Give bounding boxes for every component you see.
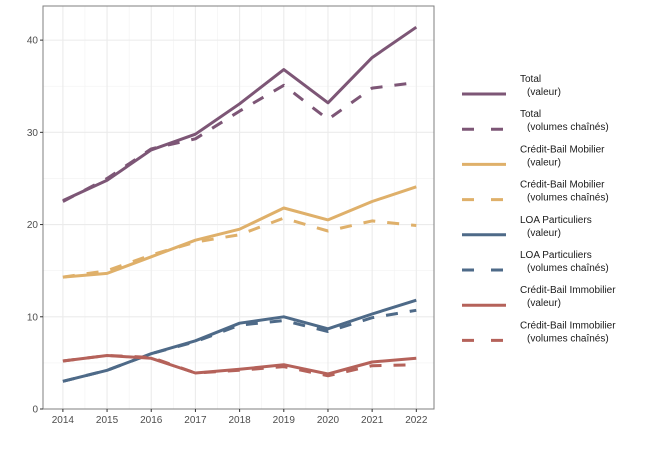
series-line-7 [62, 354, 417, 378]
series-line-1 [62, 81, 417, 203]
series-line-2 [62, 185, 417, 279]
legend: Total (valeur) Total (volumes chaînés) Crédi… [462, 74, 616, 344]
series-line-4 [62, 298, 417, 383]
legend-label-5: LOA Particuliers [520, 250, 592, 261]
legend-label-4: LOA Particuliers [520, 215, 592, 226]
y-tick-label: 30 [27, 128, 39, 139]
legend-sublabel-1: (volumes chaînés) [527, 122, 609, 133]
legend-sublabel-7: (volumes chaînés) [527, 333, 609, 344]
x-axis: 2014 2015 2016 2017 2018 2019 2020 2021 2022 [52, 409, 428, 426]
y-tick-label: 20 [27, 220, 39, 231]
legend-sublabel-4: (valeur) [527, 228, 561, 239]
legend-label-7: Crédit-Bail Immobilier [520, 320, 616, 331]
y-axis: 0 10 20 30 40 [27, 36, 43, 416]
x-tick-label: 2016 [140, 415, 163, 426]
y-tick-label: 40 [27, 36, 39, 47]
legend-sublabel-3: (volumes chaînés) [527, 193, 609, 204]
plot-panel-background [43, 6, 434, 409]
x-tick-label: 2021 [361, 415, 384, 426]
legend-label-6: Crédit-Bail Immobilier [520, 285, 616, 296]
x-tick-label: 2022 [405, 415, 428, 426]
x-tick-label: 2018 [228, 415, 251, 426]
legend-label-1: Total [520, 109, 541, 120]
x-tick-label: 2020 [317, 415, 340, 426]
series-line-0 [62, 25, 418, 202]
series-layer [62, 25, 418, 383]
legend-sublabel-6: (valeur) [527, 298, 561, 309]
legend-label-0: Total [520, 74, 541, 85]
x-tick-label: 2015 [96, 415, 119, 426]
plot-panel-border [42, 5, 435, 410]
legend-label-3: Crédit-Bail Mobilier [520, 180, 605, 191]
x-tick-label: 2017 [184, 415, 207, 426]
y-tick-label: 10 [27, 312, 39, 323]
legend-label-2: Crédit-Bail Mobilier [520, 144, 605, 155]
legend-sublabel-2: (valeur) [527, 157, 561, 168]
y-tick-label: 0 [32, 405, 38, 416]
legend-sublabel-0: (valeur) [527, 87, 561, 98]
x-tick-label: 2014 [52, 415, 75, 426]
x-tick-label: 2019 [273, 415, 296, 426]
legend-sublabel-5: (volumes chaînés) [527, 263, 609, 274]
